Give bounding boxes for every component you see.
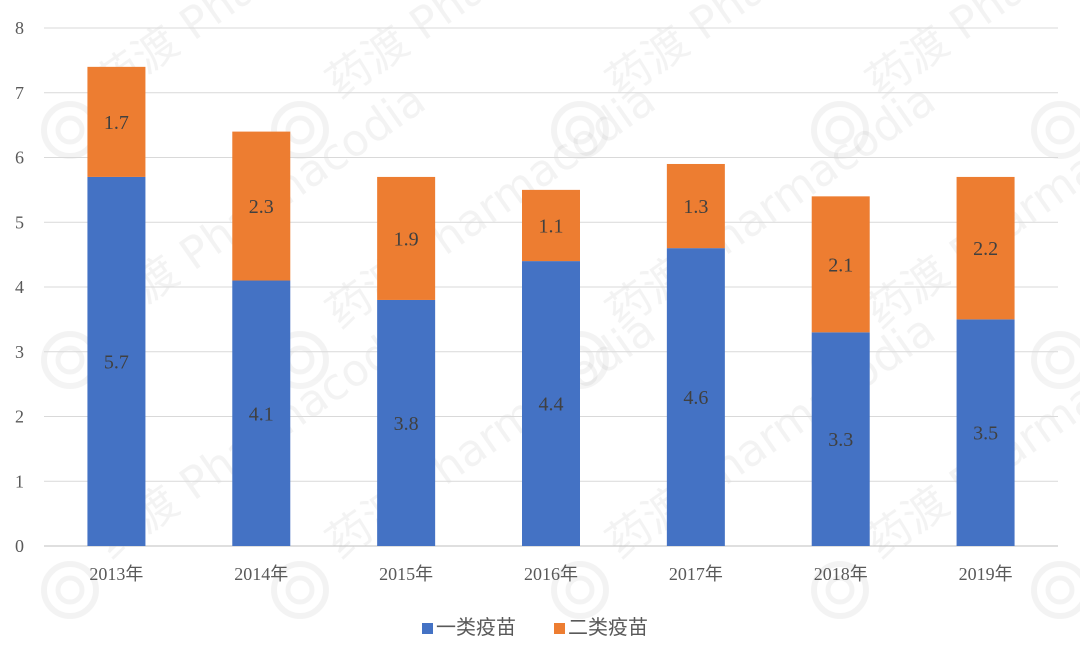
y-tick-label: 4	[15, 277, 24, 297]
legend-label: 一类疫苗	[436, 615, 516, 639]
x-tick-label: 2015年	[379, 564, 433, 584]
x-axis-ticks: 2013年 2014年 2015年 2016年 2017年 2018年 2019年	[89, 564, 1012, 584]
y-tick-label: 3	[15, 342, 24, 362]
bar-value-label: 1.1	[539, 215, 564, 237]
x-tick-label: 2018年	[814, 564, 868, 584]
bar-value-label: 5.7	[104, 351, 129, 373]
bar-value-label: 4.6	[683, 387, 708, 409]
y-tick-label: 7	[15, 83, 24, 103]
bar-segment-class2	[87, 66, 146, 177]
y-tick-label: 2	[15, 407, 24, 427]
bar-value-label: 3.3	[828, 429, 853, 451]
bar-value-label: 4.4	[539, 394, 564, 416]
y-tick-label: 1	[15, 471, 24, 491]
watermark-logo: 药渡 Pharmacodia	[1031, 0, 1080, 159]
bar-segment-class2	[956, 176, 1015, 320]
bar-value-labels: 5.7 1.7 4.1 2.3 3.8 1.9 4.4 1.1 4.6 1.3 3.3 2.1 3.5 2…	[104, 112, 998, 451]
legend-swatch	[422, 623, 433, 634]
y-tick-label: 0	[15, 536, 24, 556]
y-axis-ticks: 0 1 2 3 4 5 6 7 8	[15, 18, 24, 556]
bar-value-label: 2.2	[973, 238, 998, 260]
bar-segment-class2	[811, 196, 870, 333]
bar-value-label: 2.3	[249, 196, 274, 218]
legend: 一类疫苗 二类疫苗	[422, 615, 648, 639]
bar-segment-class2	[232, 131, 291, 281]
legend-label: 二类疫苗	[568, 615, 648, 639]
bar-value-label: 3.5	[973, 423, 998, 445]
bar-value-label: 1.3	[683, 196, 708, 218]
bar-segment-class1	[377, 299, 436, 546]
x-tick-label: 2017年	[669, 564, 723, 584]
bar-segment-class1	[811, 332, 870, 546]
x-tick-label: 2014年	[234, 564, 288, 584]
bar-value-label: 3.8	[394, 413, 419, 435]
bar-segment-class2	[522, 189, 580, 262]
bar-value-label: 4.1	[249, 403, 274, 425]
bar-segment-class1	[956, 319, 1015, 546]
bar-segment-class1	[666, 248, 725, 546]
x-tick-label: 2016年	[524, 564, 578, 584]
bar-value-label: 2.1	[828, 254, 853, 276]
y-tick-label: 8	[15, 18, 24, 38]
bar-value-label: 1.7	[104, 112, 129, 134]
bar-segment-class1	[232, 280, 291, 546]
y-tick-label: 6	[15, 148, 24, 168]
bar-value-label: 1.9	[394, 228, 419, 250]
bar-segment-class1	[87, 176, 146, 547]
x-tick-label: 2013年	[89, 564, 143, 584]
gridlines	[44, 27, 1058, 547]
bars	[87, 66, 1015, 547]
watermark-logo: 药渡 Pharmacodia	[271, 304, 665, 619]
legend-swatch	[554, 623, 565, 634]
bar-segment-class1	[522, 261, 580, 546]
x-tick-label: 2019年	[959, 564, 1013, 584]
bar-segment-class2	[377, 176, 436, 300]
y-tick-label: 5	[15, 212, 24, 232]
bar-segment-class2	[666, 163, 725, 249]
